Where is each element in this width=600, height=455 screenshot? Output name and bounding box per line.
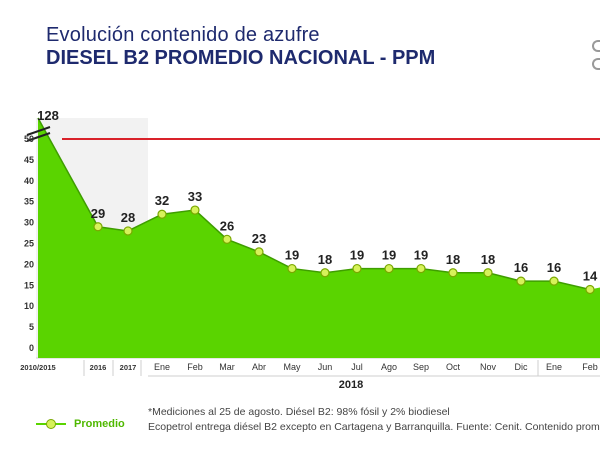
x-tick-label: Nov: [480, 362, 497, 372]
data-label: 16: [514, 260, 528, 275]
legend-label: Promedio: [74, 418, 125, 430]
data-label: 19: [382, 248, 396, 263]
data-point: [483, 268, 493, 278]
data-label: 33: [188, 189, 202, 204]
limit-line-layer: [26, 126, 600, 142]
data-point: [448, 268, 458, 278]
area-fill: [38, 118, 600, 358]
data-point: [190, 205, 200, 215]
x-tick-label: Feb: [582, 362, 598, 372]
y-tick-label: 5: [29, 322, 34, 332]
y-tick-label: 20: [24, 259, 34, 269]
data-label: 19: [414, 248, 428, 263]
footnote-source: Ecopetrol entrega diésel B2 excepto en C…: [148, 421, 600, 433]
x-axis: 2010/2015 2016 2017 Ene Feb Mar Abr May Jun Jul Ag…: [20, 360, 600, 391]
x-tick-label: 2016: [90, 363, 107, 372]
data-label: 29: [91, 206, 105, 221]
data-label: 26: [220, 218, 234, 233]
data-point: [123, 226, 133, 236]
x-tick-label: 2017: [120, 363, 137, 372]
data-label: 18: [318, 252, 332, 267]
data-label: 19: [350, 248, 364, 263]
data-point: [352, 263, 362, 274]
legend: Promedio: [36, 418, 125, 430]
data-label: 16: [547, 260, 561, 275]
data-point: [254, 247, 264, 257]
data-label: 19: [285, 248, 299, 263]
data-label: 23: [252, 231, 266, 246]
x-tick-label: Mar: [219, 362, 235, 372]
data-point: [320, 268, 330, 278]
footnote-measurement: *Mediciones al 25 de agosto. Diésel B2: …: [148, 406, 450, 418]
data-point: [93, 222, 103, 232]
x-tick-label: Abr: [252, 362, 266, 372]
y-tick-label: 10: [24, 301, 34, 311]
x-tick-label: Dic: [515, 362, 528, 372]
data-point: [157, 209, 167, 219]
corner-ring-icon: [592, 40, 600, 52]
data-point: [416, 263, 426, 274]
y-tick-label: 25: [24, 239, 34, 249]
data-label: 128: [37, 108, 59, 123]
y-axis: 0 5 10 15 20 25 30 35 40 45 50: [24, 134, 34, 353]
y-tick-label: 15: [24, 280, 34, 290]
chart-subtitle: DIESEL B2 PROMEDIO NACIONAL - PPM: [46, 47, 436, 69]
axis-break-mark: [26, 126, 51, 136]
x-tick-label: Sep: [413, 362, 429, 372]
y-tick-label: 35: [24, 197, 34, 207]
data-label: 28: [121, 210, 135, 225]
x-tick-label: Ago: [381, 362, 397, 372]
y-tick-label: 40: [24, 176, 34, 186]
x-tick-label: Feb: [187, 362, 203, 372]
marker-layer: [93, 205, 595, 295]
x-tick-label: Jun: [318, 362, 333, 372]
corner-ring-icon: [592, 58, 600, 70]
data-point: [287, 263, 297, 274]
x-tick-label: Jul: [351, 362, 363, 372]
data-label: 32: [155, 193, 169, 208]
data-point: [222, 234, 232, 244]
legend-swatch-icon: [36, 419, 66, 429]
year-group-label: 2018: [339, 379, 363, 391]
data-label: 18: [446, 252, 460, 267]
x-tick-label: 2010/2015: [20, 363, 55, 372]
chart-title: Evolución contenido de azufre: [46, 24, 320, 46]
data-point: [384, 263, 394, 274]
x-tick-label: Ene: [154, 362, 170, 372]
x-tick-label: Ene: [546, 362, 562, 372]
y-tick-label: 50: [24, 134, 34, 144]
y-tick-label: 30: [24, 218, 34, 228]
data-label: 18: [481, 252, 495, 267]
x-tick-label: May: [283, 362, 301, 372]
data-label-layer: 128 29 28 32 33 26 23 19 18 19 19 19 18 18 16 16 14: [37, 108, 598, 283]
data-point: [516, 276, 526, 286]
x-tick-label: Oct: [446, 362, 461, 372]
axis-break-mark: [26, 132, 51, 142]
data-label: 14: [583, 268, 598, 283]
data-point: [585, 284, 595, 295]
y-tick-label: 0: [29, 343, 34, 353]
y-tick-label: 45: [24, 155, 34, 165]
data-point: [549, 276, 559, 286]
